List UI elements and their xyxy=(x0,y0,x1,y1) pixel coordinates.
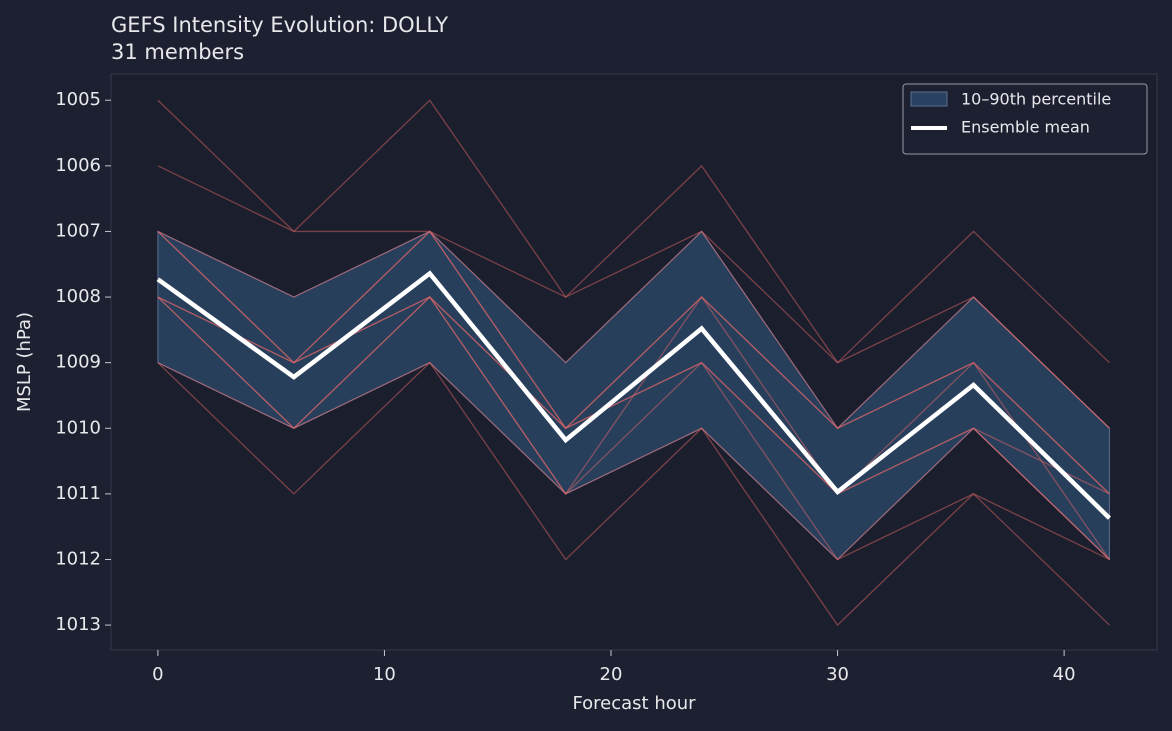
x-axis-label: Forecast hour xyxy=(572,693,696,714)
y-tick-label: 1006 xyxy=(55,155,101,176)
y-axis-label: MSLP (hPa) xyxy=(14,312,35,412)
y-tick-label: 1009 xyxy=(55,352,101,373)
legend-label: 10–90th percentile xyxy=(961,90,1111,109)
chart-subtitle: 31 members xyxy=(111,40,244,64)
member-line xyxy=(157,296,1110,560)
legend-swatch xyxy=(910,91,948,107)
x-tick-label: 30 xyxy=(826,664,849,685)
percentile-band xyxy=(157,230,1110,561)
chart-title: GEFS Intensity Evolution: DOLLY xyxy=(111,13,448,37)
legend-box xyxy=(902,83,1148,155)
x-tick-label: 40 xyxy=(1053,664,1076,685)
x-tick-label: 20 xyxy=(600,664,623,685)
y-tick-label: 1007 xyxy=(55,220,101,241)
legend-label: Ensemble mean xyxy=(961,118,1090,137)
member-line xyxy=(157,361,1110,561)
y-tick-label: 1012 xyxy=(55,548,101,569)
mean-line xyxy=(156,270,1111,520)
member-line xyxy=(157,230,1110,495)
member-line xyxy=(157,361,1110,627)
member-line xyxy=(157,230,1110,430)
member-line xyxy=(157,165,1110,429)
member-line xyxy=(157,296,1110,495)
y-tick-label: 1011 xyxy=(55,483,101,504)
member-line xyxy=(157,230,1110,560)
y-tick-label: 1005 xyxy=(55,89,101,110)
y-tick-label: 1008 xyxy=(55,286,101,307)
x-tick-label: 10 xyxy=(373,664,396,685)
x-tick-label: 0 xyxy=(152,664,163,685)
member-line xyxy=(157,99,1110,364)
y-tick-label: 1013 xyxy=(55,614,101,635)
member-line xyxy=(157,230,1110,561)
member-line xyxy=(157,296,1110,495)
y-tick-label: 1010 xyxy=(55,417,101,438)
